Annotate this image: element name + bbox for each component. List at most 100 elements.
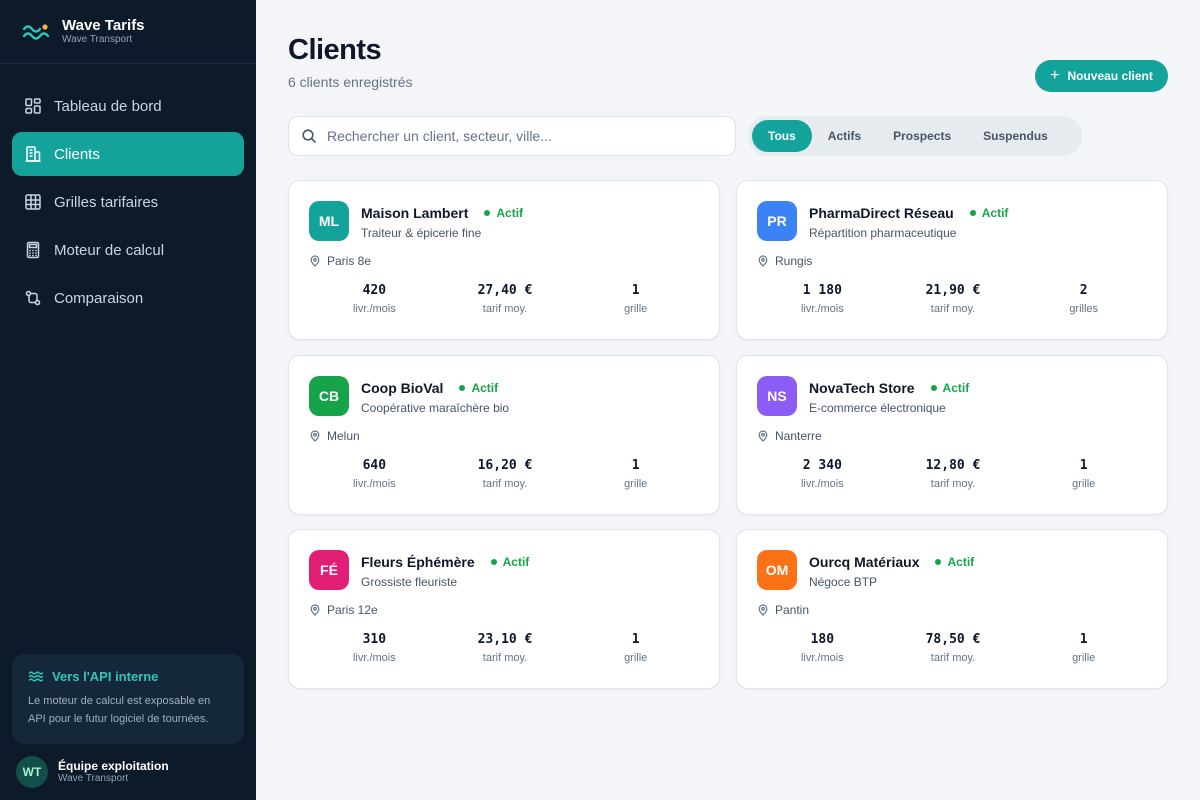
sidebar-item-dashboard[interactable]: Tableau de bord [12,84,244,128]
client-stats: 420 livr./mois 27,40 € tarif moy. 1 grille [309,283,701,317]
api-info-card: Vers l'API interne Le moteur de calcul e… [12,654,244,744]
client-card[interactable]: CB Coop BioVal Actif Coopérative maraîch… [288,355,720,515]
client-name-text: Fleurs Éphémère [361,554,475,570]
status-text: Actif [496,206,524,220]
client-location-text: Pantin [775,603,810,617]
stat-value: 27,40 € [477,283,533,298]
stat-tariff: 23,10 € tarif moy. [440,632,571,666]
dashboard-icon [24,97,42,115]
sidebar-item-label: Comparaison [54,289,144,307]
stat-label: grille [1072,652,1096,664]
map-pin-icon [310,255,320,267]
client-name: PharmaDirect Réseau Actif [809,205,1008,221]
stat-label: grilles [1069,303,1099,315]
client-card[interactable]: OM Ourcq Matériaux Actif Négoce BTP Pant… [736,529,1168,689]
sidebar-item-clients[interactable]: Clients [12,132,244,176]
main-content: Clients 6 clients enregistrés + Nouveau … [256,0,1200,800]
client-stats: 180 livr./mois 78,50 € tarif moy. 1 grille [757,632,1149,666]
filter-active[interactable]: Actifs [827,129,862,143]
client-location: Nanterre [757,429,822,443]
new-client-button[interactable]: + Nouveau client [1035,60,1168,92]
client-sector: Coopérative maraîchère bio [361,401,510,415]
client-stats: 2 340 livr./mois 12,80 € tarif moy. 1 grill… [757,458,1149,492]
client-sector: Répartition pharmaceutique [809,226,957,240]
client-avatar: NS [757,376,797,416]
client-name-text: Maison Lambert [361,205,469,221]
sidebar-item-label: Moteur de calcul [54,241,165,259]
status-filter-group: Tous Actifs Prospects Suspendus [748,116,1082,156]
client-avatar: FÉ [309,550,349,590]
stat-value: 1 [1079,458,1088,473]
stat-value: 2 340 [802,458,842,473]
client-name: Ourcq Matériaux Actif [809,554,974,570]
client-location-text: Nanterre [775,429,822,443]
stat-label: livr./mois [800,303,844,315]
client-card[interactable]: ML Maison Lambert Actif Traiteur & épice… [288,180,720,340]
building-icon [24,145,42,163]
filter-suspended[interactable]: Suspendus [983,129,1048,143]
client-name: Coop BioVal Actif [361,380,498,396]
map-pin-icon [758,604,768,616]
client-avatar: OM [757,550,797,590]
search-input[interactable] [327,128,717,144]
client-location-text: Melun [327,429,360,443]
stat-value: 310 [362,632,387,647]
stat-tariff: 12,80 € tarif moy. [888,458,1019,492]
client-card[interactable]: FÉ Fleurs Éphémère Actif Grossiste fleur… [288,529,720,689]
stat-value: 1 [631,458,640,473]
filter-all[interactable]: Tous [752,120,812,152]
stat-deliveries: 180 livr./mois [757,632,888,666]
status-text: Actif [947,555,975,569]
sidebar-item-grids[interactable]: Grilles tarifaires [12,180,244,224]
client-card[interactable]: NS NovaTech Store Actif E-commerce élect… [736,355,1168,515]
stat-value: 420 [362,283,387,298]
stat-tariff: 16,20 € tarif moy. [440,458,571,492]
user-profile[interactable]: WT Équipe exploitation Wave Transport [16,756,169,788]
wave-logo-icon [22,23,50,40]
compare-icon [24,289,42,307]
sidebar: Wave Tarifs Wave Transport Tableau de bo… [0,0,256,800]
brand-title: Wave Tarifs [62,17,145,34]
client-card[interactable]: PR PharmaDirect Réseau Actif Répartition… [736,180,1168,340]
search-box[interactable] [288,116,736,156]
stat-value: 1 180 [802,283,842,298]
page-subtitle: 6 clients enregistrés [288,74,413,90]
stat-label: livr./mois [352,478,396,490]
client-name: NovaTech Store Actif [809,380,969,396]
sidebar-item-compare[interactable]: Comparaison [12,276,244,320]
calculator-icon [24,241,42,259]
map-pin-icon [310,604,320,616]
stat-label: tarif moy. [482,478,528,490]
stat-label: livr./mois [352,303,396,315]
brand[interactable]: Wave Tarifs Wave Transport [0,0,256,64]
status-badge: Actif [935,555,974,569]
waves-icon [28,671,44,682]
stat-value: 1 [631,632,640,647]
status-text: Actif [471,381,499,395]
status-dot [484,210,491,216]
client-location-text: Paris 8e [327,254,372,268]
client-name-text: PharmaDirect Réseau [809,205,954,221]
avatar: WT [16,756,48,788]
client-location: Melun [309,429,360,443]
status-text: Actif [502,555,530,569]
status-text: Actif [942,381,970,395]
brand-subtitle: Wave Transport [62,34,133,45]
api-card-title-text: Vers l'API interne [52,668,159,684]
client-avatar: CB [309,376,349,416]
client-name-text: Coop BioVal [361,380,444,396]
stat-label: grille [624,478,648,490]
search-icon [302,129,316,143]
stat-label: livr./mois [352,652,396,664]
stat-label: grille [1072,478,1096,490]
client-location: Pantin [757,603,809,617]
stat-value: 1 [1079,632,1088,647]
stat-label: tarif moy. [930,478,976,490]
map-pin-icon [758,430,768,442]
stat-grids: 1 grille [570,283,701,317]
sidebar-item-calculator[interactable]: Moteur de calcul [12,228,244,272]
status-badge: Actif [490,555,530,569]
filter-prospects[interactable]: Prospects [893,129,952,143]
plus-icon: + [1050,67,1060,84]
user-name: Équipe exploitation [58,759,169,773]
